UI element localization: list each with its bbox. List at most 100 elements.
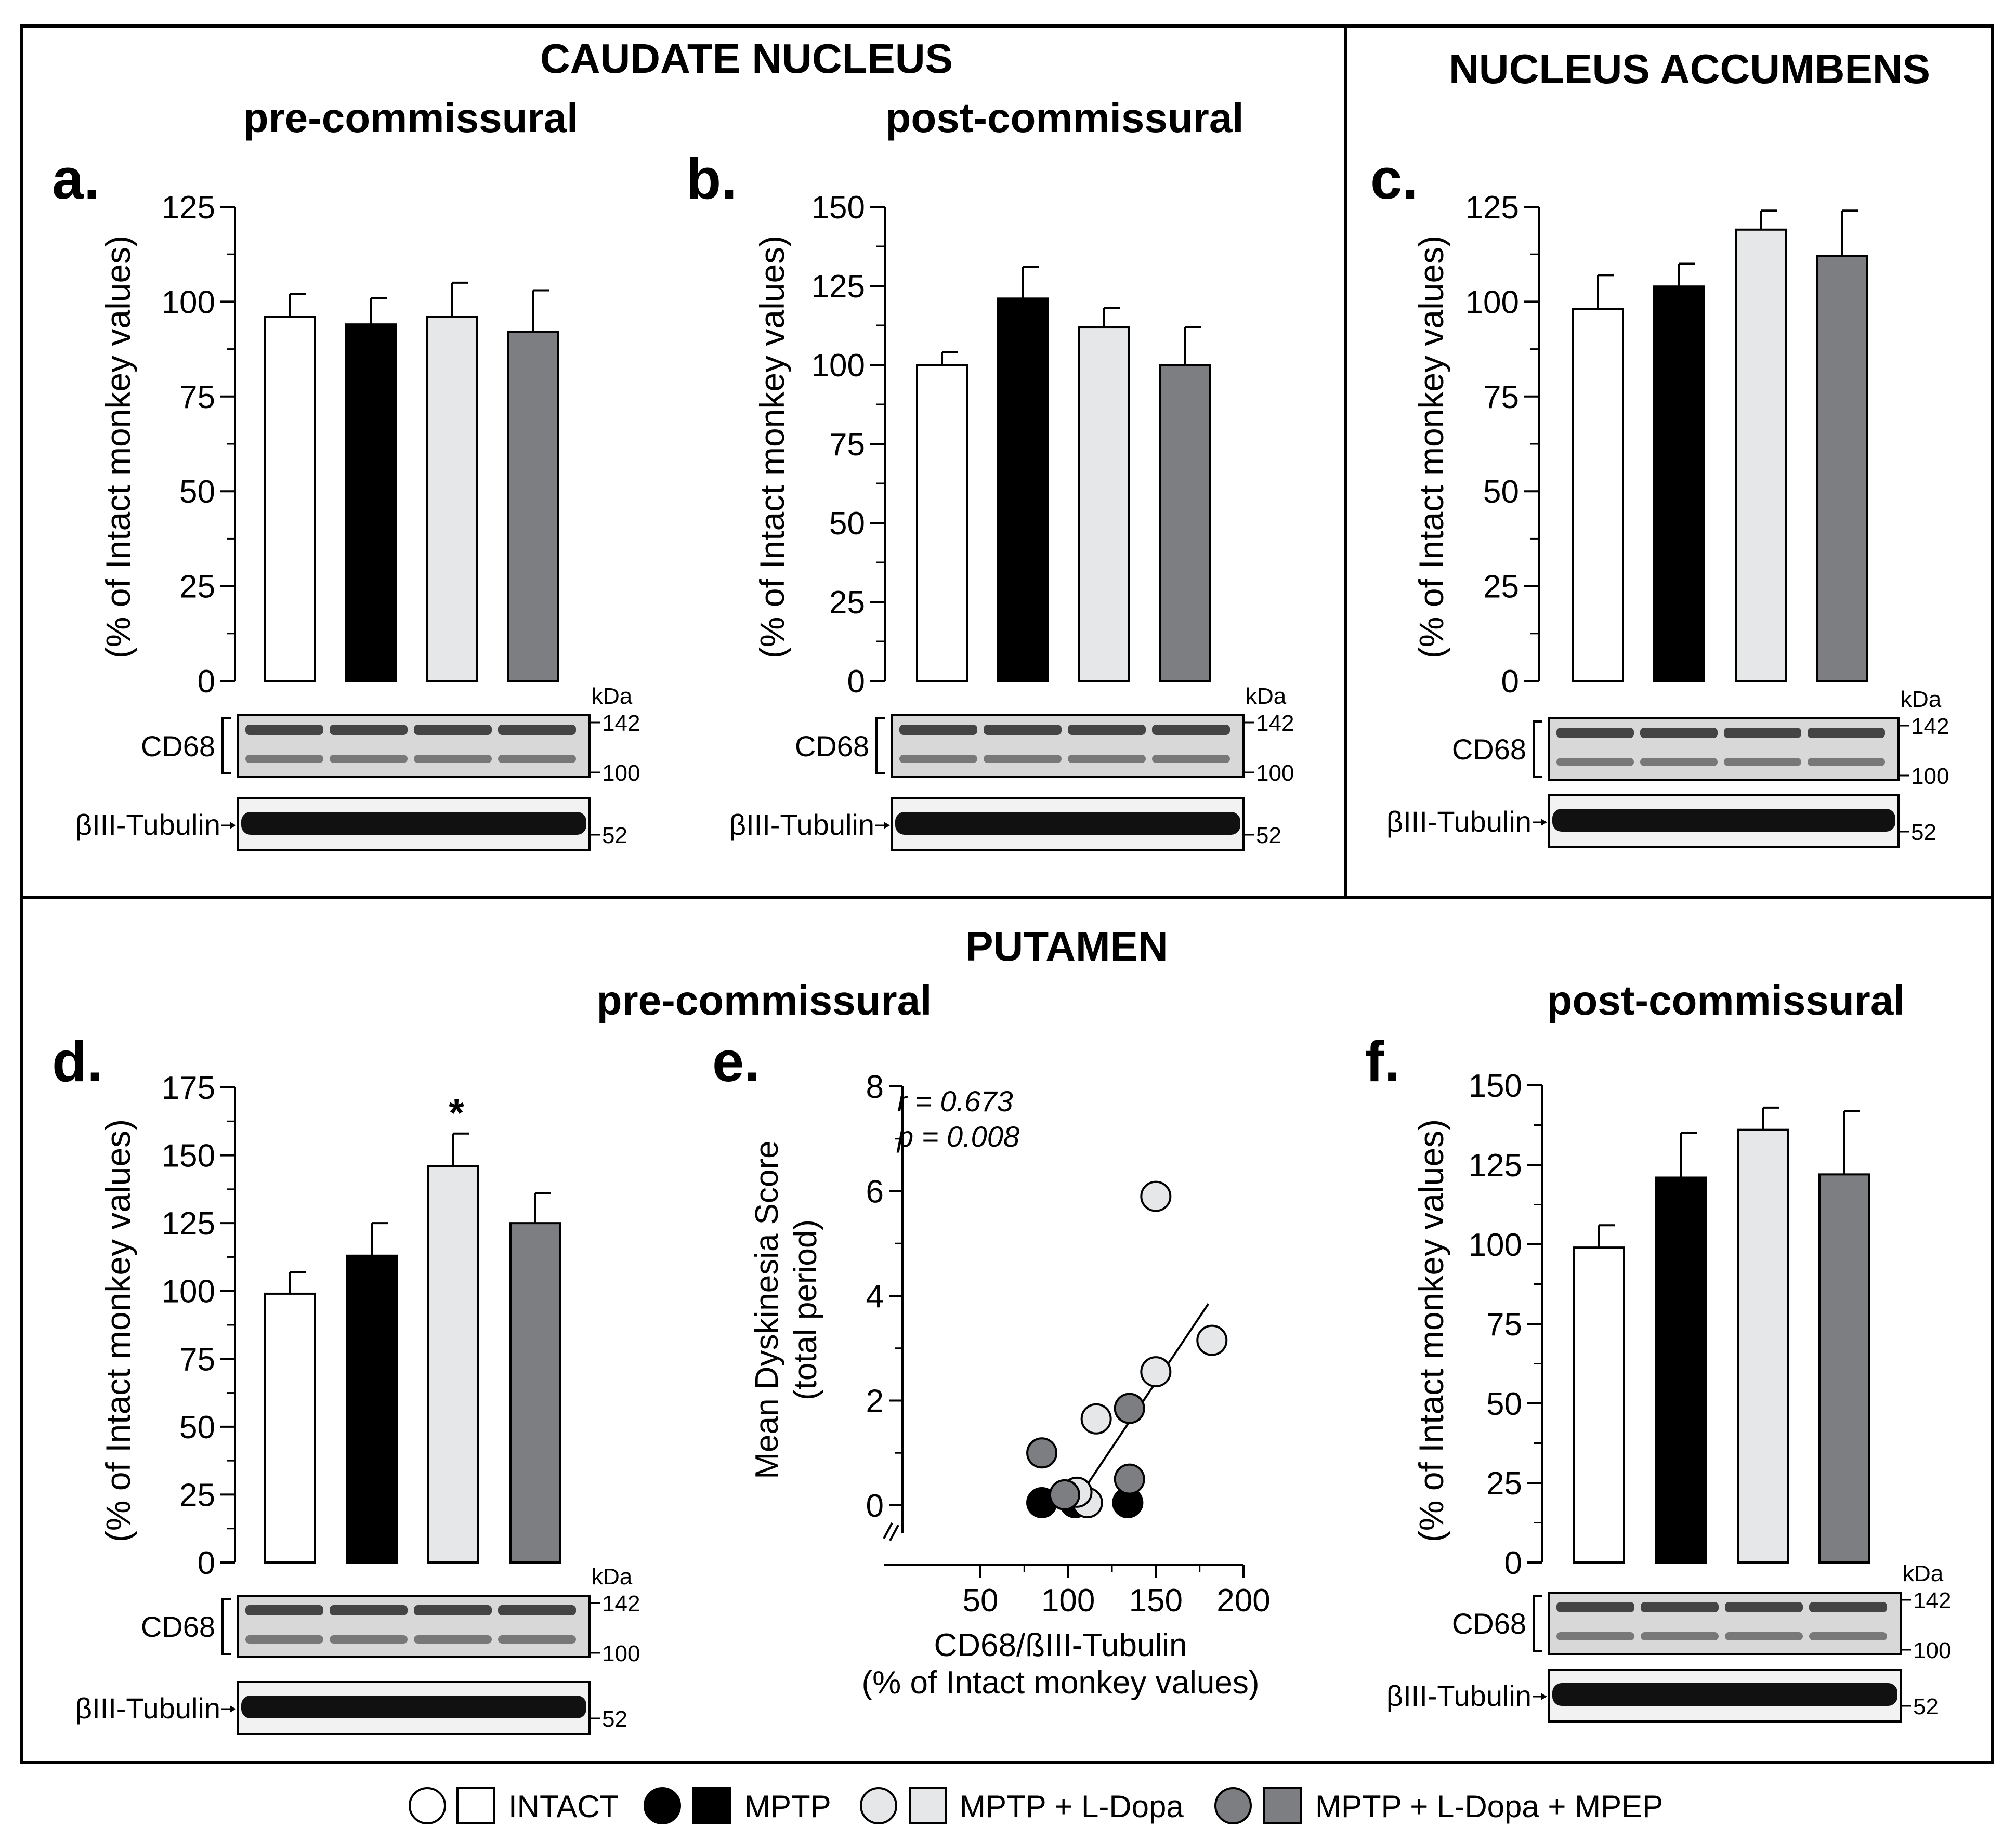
cd68-band-lower [1068,755,1146,763]
y-tick-label-d: 150 [162,1138,215,1174]
cd68-band-upper [1640,728,1718,738]
marker-52: 52 [602,823,627,848]
cd68-band-upper [330,725,408,735]
y-tick-label-f: 150 [1469,1068,1522,1104]
putamen-post-label: post-commissural [1547,977,1905,1023]
bar-b-1 [997,297,1049,682]
marker-52: 52 [1256,823,1281,848]
cd68-band-upper [245,1605,323,1615]
marker-52: 52 [1913,1694,1939,1719]
scatter-point [1140,1356,1172,1388]
y-tick-label-a: 25 [179,569,215,605]
cd68-band-lower [1556,1632,1634,1640]
cd68-label: CD68 [141,1610,215,1643]
cd68-band-lower [414,1635,492,1644]
kda-label: kDa [1246,684,1287,709]
marker-52: 52 [1911,820,1936,845]
scatter-point [1049,1479,1080,1510]
bar-f-1 [1655,1176,1707,1564]
cd68-band-lower [1641,1632,1719,1640]
cd68-band-upper [330,1605,408,1615]
panel-label-e: e. [712,1030,760,1094]
x-axis-label-line2: (% of Intact monkey values) [862,1665,1260,1701]
bar-a-2 [426,316,478,682]
y-tick-label-a: 100 [162,284,215,320]
blots-layer: kDa142100CD6852βIII-TubulinkDa142100CD68… [75,684,1951,1735]
bar-b-3 [1159,364,1211,682]
stat-r: r = 0.673 [897,1085,1013,1118]
bar-a-0 [264,316,316,682]
kda-label: kDa [1901,687,1942,712]
legend-label-intact: INTACT [508,1789,619,1824]
chart-b: b. 0 25 50 75 100 125 150 (% of Intact monkey va… [686,147,1211,700]
cd68-band-lower [1152,755,1230,763]
bar-d-2 [427,1165,479,1564]
cd68-label: CD68 [1452,733,1526,766]
marker-100: 100 [1913,1638,1951,1663]
panel-label-f: f. [1365,1030,1400,1094]
x-tick-label-e: 50 [963,1583,999,1619]
legend-square-intact [456,1787,495,1824]
scatter-point [1196,1324,1228,1356]
legend-label-mptp-ldopa: MPTP + L-Dopa [960,1789,1184,1824]
caudate-post-label: post-commissural [885,95,1243,141]
legend-label-mptp-ldopa-mpep: MPTP + L-Dopa + MPEP [1315,1789,1663,1824]
cd68-label: CD68 [795,730,869,763]
cd68-bracket [1533,1595,1542,1652]
kda-label: kDa [592,684,633,709]
cd68-band-upper [245,725,323,735]
x-tick-label-e: 200 [1216,1583,1270,1619]
panel-label-d: d. [52,1030,103,1094]
y-tick-label-b: 125 [811,269,865,305]
tubulin-arrowhead [230,1705,236,1713]
x-tick-label-e: 150 [1129,1583,1183,1619]
putamen-frame [20,896,1994,1764]
cd68-band-upper [1152,725,1230,735]
legend-square-mptp-ldopa-mpep [1263,1787,1302,1824]
bar-c-0 [1572,308,1624,682]
tubulin-label: βIII-Tubulin [75,808,220,841]
y-axis-label-line2: (total period) [788,1219,823,1400]
cd68-band-lower [1556,758,1634,766]
chart-a: a. 0 25 50 75 100 125 (% of Intact monkey value… [52,147,559,700]
y-tick-label-e: 6 [866,1174,884,1210]
marker-142: 142 [1911,714,1949,739]
tubulin-label: βIII-Tubulin [1386,1679,1531,1712]
y-tick-label-b: 0 [847,664,865,700]
bar-a-3 [507,331,559,682]
y-tick-label-f: 125 [1469,1148,1522,1184]
y-tick-label-b: 50 [829,506,865,542]
cd68-band-upper [1068,725,1146,735]
cd68-band-lower [498,755,576,763]
tubulin-band [1552,809,1895,832]
cd68-band-lower [1640,758,1718,766]
marker-100: 100 [602,760,640,786]
cd68-band-upper [1808,728,1885,738]
cd68-blot [1548,717,1900,781]
y-tick-label-b: 25 [829,585,865,621]
marker-142: 142 [602,711,640,736]
stat-p: p = 0.008 [896,1120,1019,1153]
y-axis-label-c: (% of Intact monkey values) [1412,235,1450,659]
cd68-bracket [221,717,231,774]
y-tick-label-e: 4 [866,1279,884,1315]
cd68-band-upper [1556,728,1634,738]
y-tick-label-b: 150 [811,190,865,226]
panel-label-c: c. [1370,147,1418,211]
cd68-band-upper [1724,728,1801,738]
legend-label-mptp: MPTP [744,1789,831,1824]
cd68-band-lower [414,755,492,763]
axis-break-e [883,1522,893,1539]
cd68-band-lower [498,1635,576,1644]
bar-d-0 [264,1292,316,1564]
putamen-pre-label: pre-commissural [597,977,932,1023]
marker-100: 100 [1911,764,1949,789]
caudate-pre-label: pre-commissural [243,95,579,141]
cd68-band-upper [984,725,1062,735]
y-axis-label-f: (% of Intact monkey values) [1412,1119,1450,1542]
y-tick-label-e: 8 [866,1069,884,1105]
